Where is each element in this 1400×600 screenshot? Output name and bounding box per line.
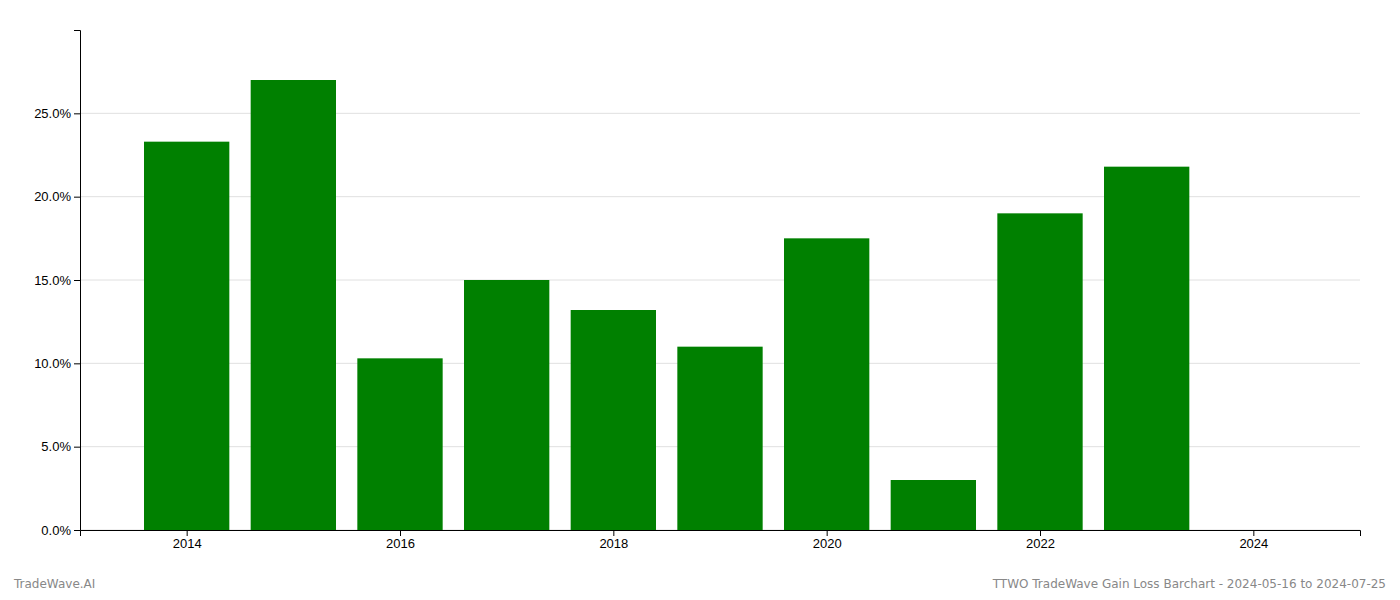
tick-mark (74, 280, 80, 281)
tick-mark (74, 530, 80, 531)
y-tick: 5.0% (41, 439, 80, 454)
x-tick: 2024 (1239, 530, 1268, 551)
bar (251, 80, 336, 530)
y-tick: 10.0% (34, 356, 80, 371)
tick-label: 15.0% (34, 273, 71, 288)
tick-mark (1253, 530, 1254, 536)
tick-mark (613, 530, 614, 536)
y-tick: 25.0% (34, 106, 80, 121)
tick-mark (74, 363, 80, 364)
x-tick: 2020 (813, 530, 842, 551)
tick-mark (400, 530, 401, 536)
bar (464, 280, 549, 530)
bar (1104, 167, 1189, 530)
y-axis: 0.0% 5.0% 10.0% 15.0% 20.0% 25.0% (34, 31, 80, 538)
x-tick: 2022 (1026, 530, 1055, 551)
x-tick: 2014 (173, 530, 202, 551)
bar (891, 480, 976, 530)
axis-line (81, 531, 1361, 537)
footer: TTWO TradeWave Gain Loss Barchart - 2024… (992, 577, 1386, 591)
tick-mark (1040, 530, 1041, 536)
tick-label: 25.0% (34, 106, 71, 121)
tick-mark (187, 530, 188, 536)
tick-label: 2024 (1239, 536, 1268, 551)
tick-label: 2022 (1026, 536, 1055, 551)
x-tick: 2016 (386, 530, 415, 551)
tick-label: 10.0% (34, 356, 71, 371)
plot-area (144, 80, 1189, 530)
tick-label: 2018 (599, 536, 628, 551)
tick-label: 2016 (386, 536, 415, 551)
bar (677, 347, 762, 530)
tick-mark (74, 113, 80, 114)
tick-label: 0.0% (41, 523, 71, 538)
tick-mark (74, 197, 80, 198)
tick-label: 5.0% (41, 439, 71, 454)
tick-label: 2014 (173, 536, 202, 551)
tick-mark (827, 530, 828, 536)
tick-label: 20.0% (34, 189, 71, 204)
tick-label: 2020 (813, 536, 842, 551)
y-tick: 15.0% (34, 273, 80, 288)
bar (784, 238, 869, 530)
chart: 2014 2016 2018 2020 2022 2024 0.0% 5.0% 10.0% 15.… (0, 0, 1400, 600)
x-tick: 2018 (599, 530, 628, 551)
bar (144, 142, 229, 530)
x-axis: 2014 2016 2018 2020 2022 2024 (81, 530, 1361, 551)
y-tick: 20.0% (34, 189, 80, 204)
bar (571, 310, 656, 530)
bar (357, 358, 442, 530)
axis-line (74, 31, 81, 531)
bar (997, 213, 1082, 530)
y-tick: 0.0% (41, 523, 80, 538)
tick-mark (74, 447, 80, 448)
footer: TradeWave.AI (13, 577, 95, 591)
